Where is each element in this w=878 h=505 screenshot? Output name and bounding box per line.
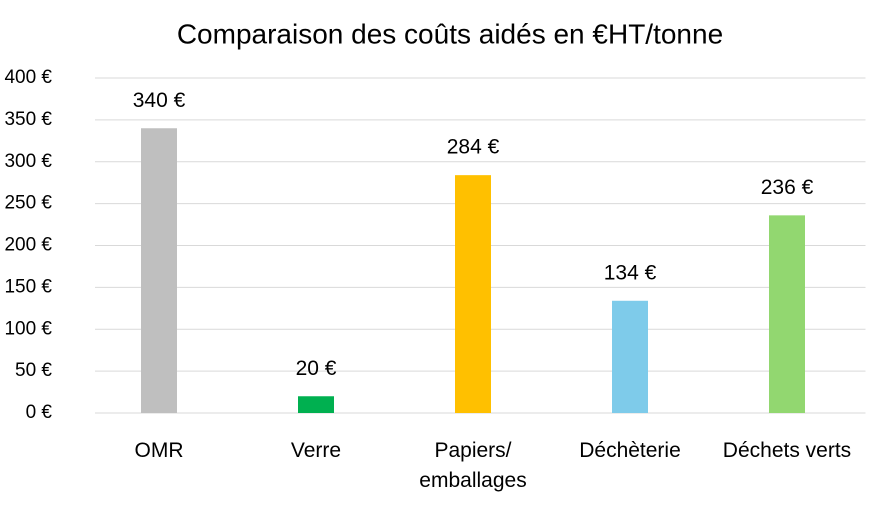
data-label: 284 € [447, 136, 500, 159]
bar [612, 300, 648, 413]
bar [455, 175, 491, 413]
chart-title: Comparaison des coûts aidés en €HT/tonne [177, 18, 723, 49]
y-tick-label: 400 € [4, 67, 52, 88]
y-tick-label: 200 € [4, 235, 52, 256]
data-label: 134 € [604, 261, 657, 284]
data-label: 236 € [761, 176, 814, 199]
data-label: 20 € [296, 357, 337, 380]
y-tick-label: 350 € [4, 109, 52, 130]
x-tick-label: Verre [290, 439, 342, 462]
x-tick-label: Déchèterie [579, 439, 681, 462]
x-tick-label: OMR [134, 439, 184, 462]
y-tick-label: 100 € [4, 318, 52, 339]
y-tick-label: 0 € [26, 402, 53, 423]
bar [141, 128, 177, 413]
y-tick-label: 300 € [4, 151, 52, 172]
bar [769, 215, 805, 413]
data-label: 340 € [133, 89, 186, 112]
x-tick-label: Déchets verts [722, 439, 852, 462]
x-tick-label: Papiers/ emballages [419, 439, 527, 492]
y-tick-label: 250 € [4, 193, 52, 214]
y-tick-label: 50 € [15, 360, 52, 381]
y-tick-label: 150 € [4, 276, 52, 297]
bar [298, 396, 334, 413]
